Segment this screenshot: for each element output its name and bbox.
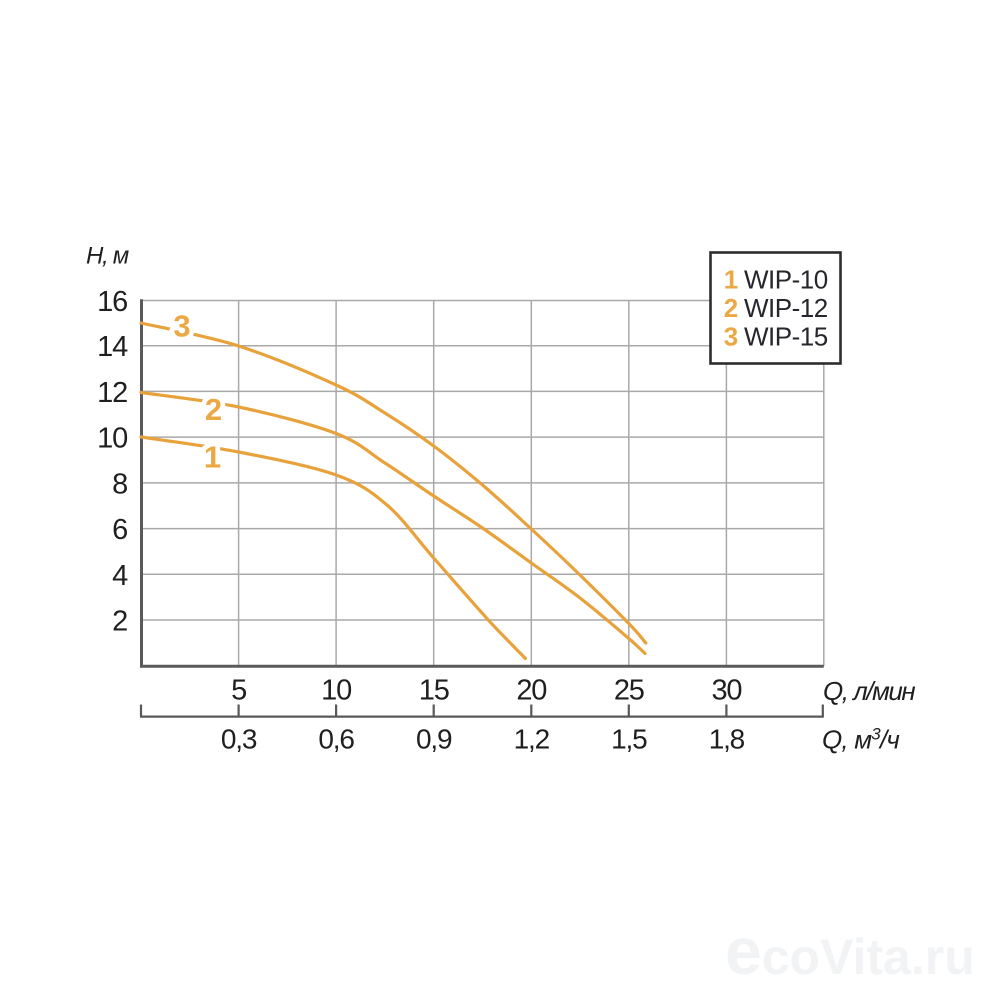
svg-text:3: 3 <box>173 309 190 344</box>
svg-text:0,9: 0,9 <box>416 724 452 755</box>
svg-text:30: 30 <box>711 675 741 707</box>
svg-text:0,6: 0,6 <box>318 724 354 755</box>
svg-text:Q, л/мин: Q, л/мин <box>823 676 915 706</box>
svg-text:1,8: 1,8 <box>709 724 745 755</box>
svg-text:12: 12 <box>97 377 127 409</box>
svg-text:1: 1 <box>204 440 221 475</box>
svg-text:1: 1 <box>724 265 738 295</box>
svg-text:0,3: 0,3 <box>221 724 257 755</box>
svg-text:4: 4 <box>112 560 128 592</box>
svg-text:10: 10 <box>321 675 351 707</box>
svg-text:6: 6 <box>112 514 127 546</box>
svg-text:10: 10 <box>97 423 127 455</box>
svg-text:25: 25 <box>614 675 644 707</box>
svg-text:16: 16 <box>97 286 127 318</box>
svg-text:20: 20 <box>516 675 546 707</box>
svg-text:Q, м3/ч: Q, м3/ч <box>822 725 899 755</box>
svg-text:14: 14 <box>97 331 128 363</box>
svg-text:2: 2 <box>724 293 738 323</box>
svg-text:8: 8 <box>112 468 127 500</box>
svg-text:5: 5 <box>231 675 246 707</box>
svg-text:3: 3 <box>724 322 738 352</box>
svg-text:WIP-12: WIP-12 <box>744 293 828 323</box>
svg-text:1,2: 1,2 <box>514 724 550 755</box>
svg-text:2: 2 <box>112 606 127 638</box>
svg-text:15: 15 <box>419 675 449 707</box>
svg-text:2: 2 <box>205 392 222 427</box>
svg-text:WIP-15: WIP-15 <box>744 322 828 352</box>
svg-text:H, м: H, м <box>86 243 129 270</box>
svg-text:WIP-10: WIP-10 <box>744 265 828 295</box>
svg-text:1,5: 1,5 <box>611 724 647 755</box>
